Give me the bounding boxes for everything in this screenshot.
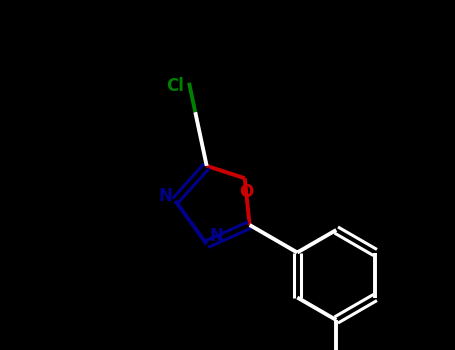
Text: Cl: Cl [166, 77, 184, 95]
Text: O: O [240, 183, 254, 201]
Text: N: N [158, 187, 172, 205]
Text: N: N [210, 227, 223, 245]
